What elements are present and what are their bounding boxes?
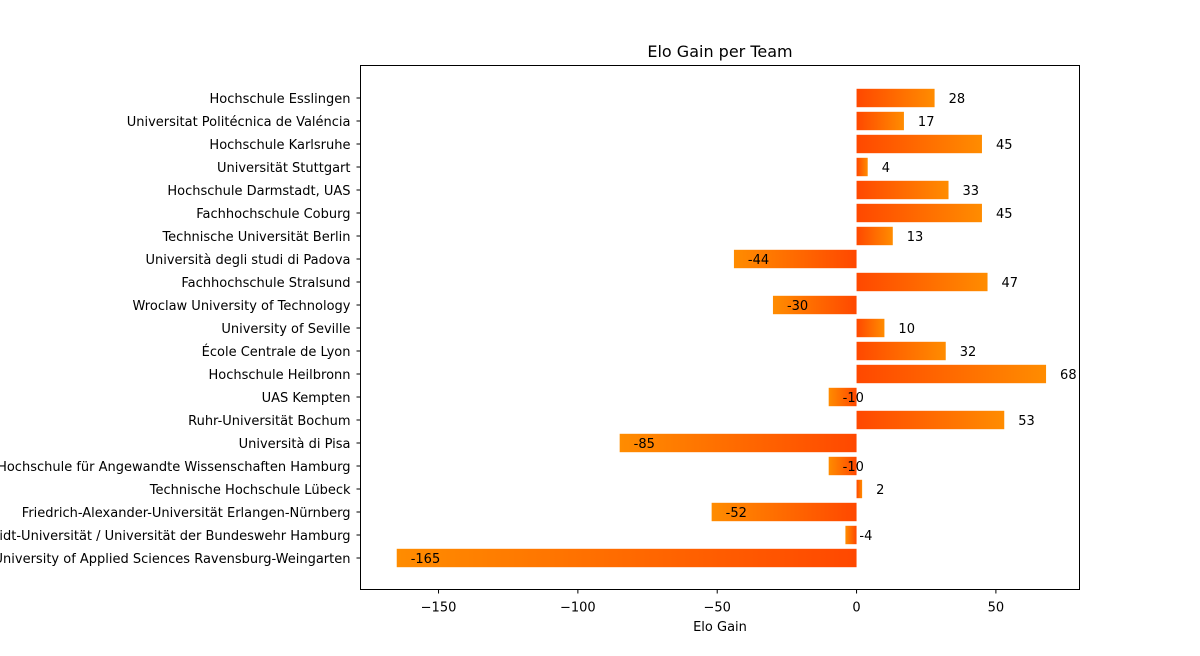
x-axis-ticks: −150 −100 −50 0 50 <box>421 589 1005 616</box>
bar-value-label: 53 <box>1018 414 1035 429</box>
category-label: Università degli studi di Padova <box>145 253 350 268</box>
x-tick-label: −100 <box>560 601 596 616</box>
bar-value-label: 10 <box>898 322 915 337</box>
bar-value-label: -52 <box>726 506 747 521</box>
chart-title: Elo Gain per Team <box>647 42 792 61</box>
x-tick-label: 50 <box>988 601 1005 616</box>
bar-value-label: -10 <box>843 460 864 475</box>
category-label: Technische Universität Berlin <box>161 230 350 245</box>
category-label: Hochschule Heilbronn <box>209 368 351 383</box>
bar-value-label: 68 <box>1060 368 1077 383</box>
category-label: Hochschule für Angewandte Wissenschaften… <box>0 460 351 475</box>
bar <box>845 525 857 545</box>
bar <box>856 88 935 108</box>
bar <box>856 479 863 499</box>
category-label: Wroclaw University of Technology <box>133 299 351 314</box>
bar-value-label: 28 <box>949 92 966 107</box>
bar-value-label: 47 <box>1002 276 1019 291</box>
bar-value-label: -85 <box>634 437 655 452</box>
bar <box>619 433 857 453</box>
bar <box>733 249 857 269</box>
bar-value-label: 33 <box>963 184 980 199</box>
category-label: Universität Stuttgart <box>217 161 351 176</box>
bar-value-label: 17 <box>918 115 935 130</box>
bar <box>856 226 893 246</box>
bar-value-label: -44 <box>748 253 769 268</box>
bar-value-label: 2 <box>876 483 884 498</box>
bar <box>828 456 857 476</box>
bar <box>772 295 857 315</box>
bar-value-label: 45 <box>996 207 1013 222</box>
bar <box>396 548 857 568</box>
category-label: Universitat Politécnica de Valéncia <box>127 115 351 130</box>
bar <box>856 134 982 154</box>
category-label: Ruhr-Universität Bochum <box>188 414 350 429</box>
bar-value-label: -10 <box>843 391 864 406</box>
x-axis-label: Elo Gain <box>693 620 747 635</box>
x-tick-label: −150 <box>421 601 457 616</box>
bar-value-label: -4 <box>859 529 872 544</box>
bar-value-label: 32 <box>960 345 977 360</box>
category-label: Fachhochschule Coburg <box>196 207 350 222</box>
bars-group <box>396 88 1047 568</box>
category-label: University of Applied Sciences Ravensbur… <box>0 552 351 567</box>
bar <box>856 341 946 361</box>
category-label: Helmut-Schmidt-Universität / Universität… <box>0 529 351 544</box>
bar-value-label: -165 <box>411 552 441 567</box>
category-label: UAS Kempten <box>262 391 351 406</box>
category-label: Hochschule Darmstadt, UAS <box>167 184 350 199</box>
category-labels-group: Hochschule Esslingen Universitat Politécn… <box>0 92 361 567</box>
category-label: Fachhochschule Stralsund <box>181 276 350 291</box>
bar-value-label: 4 <box>882 161 890 176</box>
plot-frame <box>360 65 1080 590</box>
bar <box>856 203 982 223</box>
bar <box>856 272 988 292</box>
category-label: Friedrich-Alexander-Universität Erlangen… <box>22 506 351 521</box>
category-label: Technische Hochschule Lübeck <box>149 483 351 498</box>
category-label: Università di Pisa <box>239 437 351 452</box>
bar-value-label: 13 <box>907 230 924 245</box>
bar <box>856 410 1005 430</box>
x-tick-label: 0 <box>852 601 860 616</box>
category-label: École Centrale de Lyon <box>202 344 351 360</box>
value-labels-group: 28 17 45 4 33 45 13 -44 47 -30 10 32 68 -10 53 -85 -10 2 -… <box>411 92 1077 567</box>
bar <box>856 180 949 200</box>
bar-value-label: 45 <box>996 138 1013 153</box>
x-tick-label: −50 <box>703 601 730 616</box>
bar-value-label: -30 <box>787 299 808 314</box>
bar <box>856 111 904 131</box>
category-label: University of Seville <box>221 322 350 337</box>
category-label: Hochschule Karlsruhe <box>209 138 350 153</box>
bar <box>856 364 1047 384</box>
bar <box>828 387 857 407</box>
category-label: Hochschule Esslingen <box>210 92 351 107</box>
bar <box>856 318 885 338</box>
bar <box>856 157 868 177</box>
bar <box>711 502 857 522</box>
